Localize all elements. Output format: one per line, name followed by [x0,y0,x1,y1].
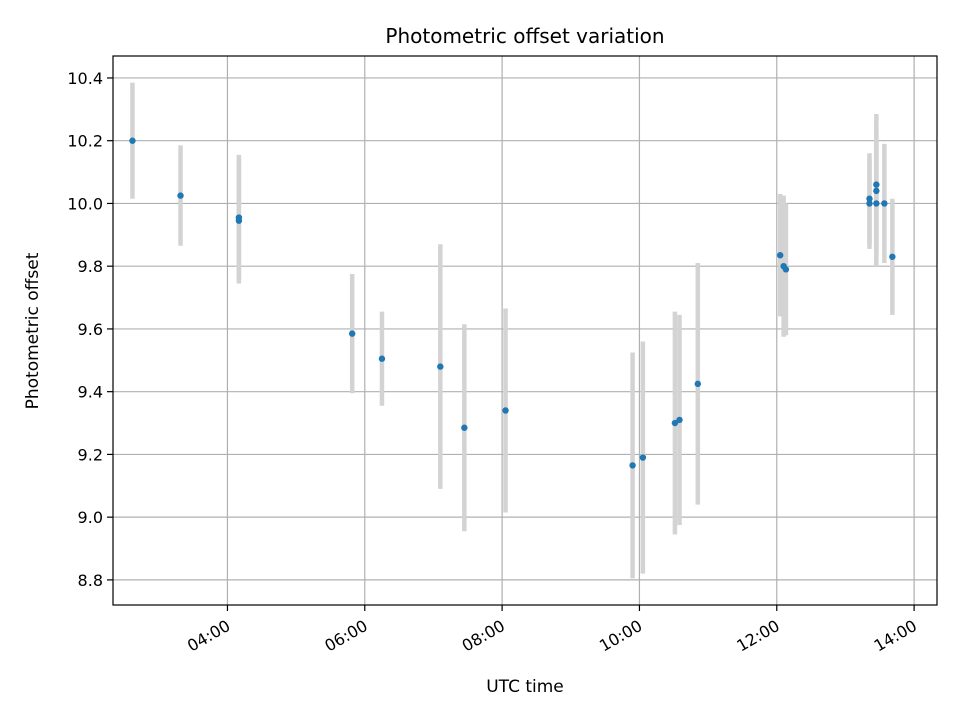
y-tick-label: 9.6 [78,320,103,339]
data-point [235,217,243,224]
data-point [378,355,386,362]
data-point [866,195,873,202]
y-tick-label: 9.8 [78,257,103,276]
data-point [671,419,679,427]
data-point [629,462,636,469]
y-tick-label: 10.4 [67,69,103,88]
y-axis: 8.8 9.0 9.2 9.4 9.6 9.8 10.0 10.2 10.4 [67,69,113,590]
chart-title: Photometric offset variation [385,24,664,48]
data-point [889,253,896,260]
y-tick-label: 8.8 [78,571,103,590]
y-tick-label: 9.2 [78,445,103,464]
y-axis-label: Photometric offset [23,252,43,409]
data-point [782,266,790,273]
data-point [676,416,683,424]
data-point [873,200,880,207]
data-point [777,252,784,259]
data-point [866,200,873,207]
data-point [461,424,468,431]
data-point [437,363,444,370]
data-point [881,200,888,207]
y-tick-label: 10.0 [67,194,103,213]
data-point [502,407,509,414]
grid [113,56,937,605]
data-point [694,380,702,388]
data-point [348,330,356,337]
data-point [129,137,136,144]
y-tick-label: 10.2 [67,132,103,151]
data-point [177,192,184,199]
data-points [129,137,896,469]
y-tick-label: 9.0 [78,508,103,527]
x-axis-label: UTC time [486,677,564,697]
data-point [639,454,647,461]
plot-frame [112,55,938,606]
data-point [873,181,880,188]
data-point [873,187,880,195]
y-tick-label: 9.4 [78,383,103,402]
